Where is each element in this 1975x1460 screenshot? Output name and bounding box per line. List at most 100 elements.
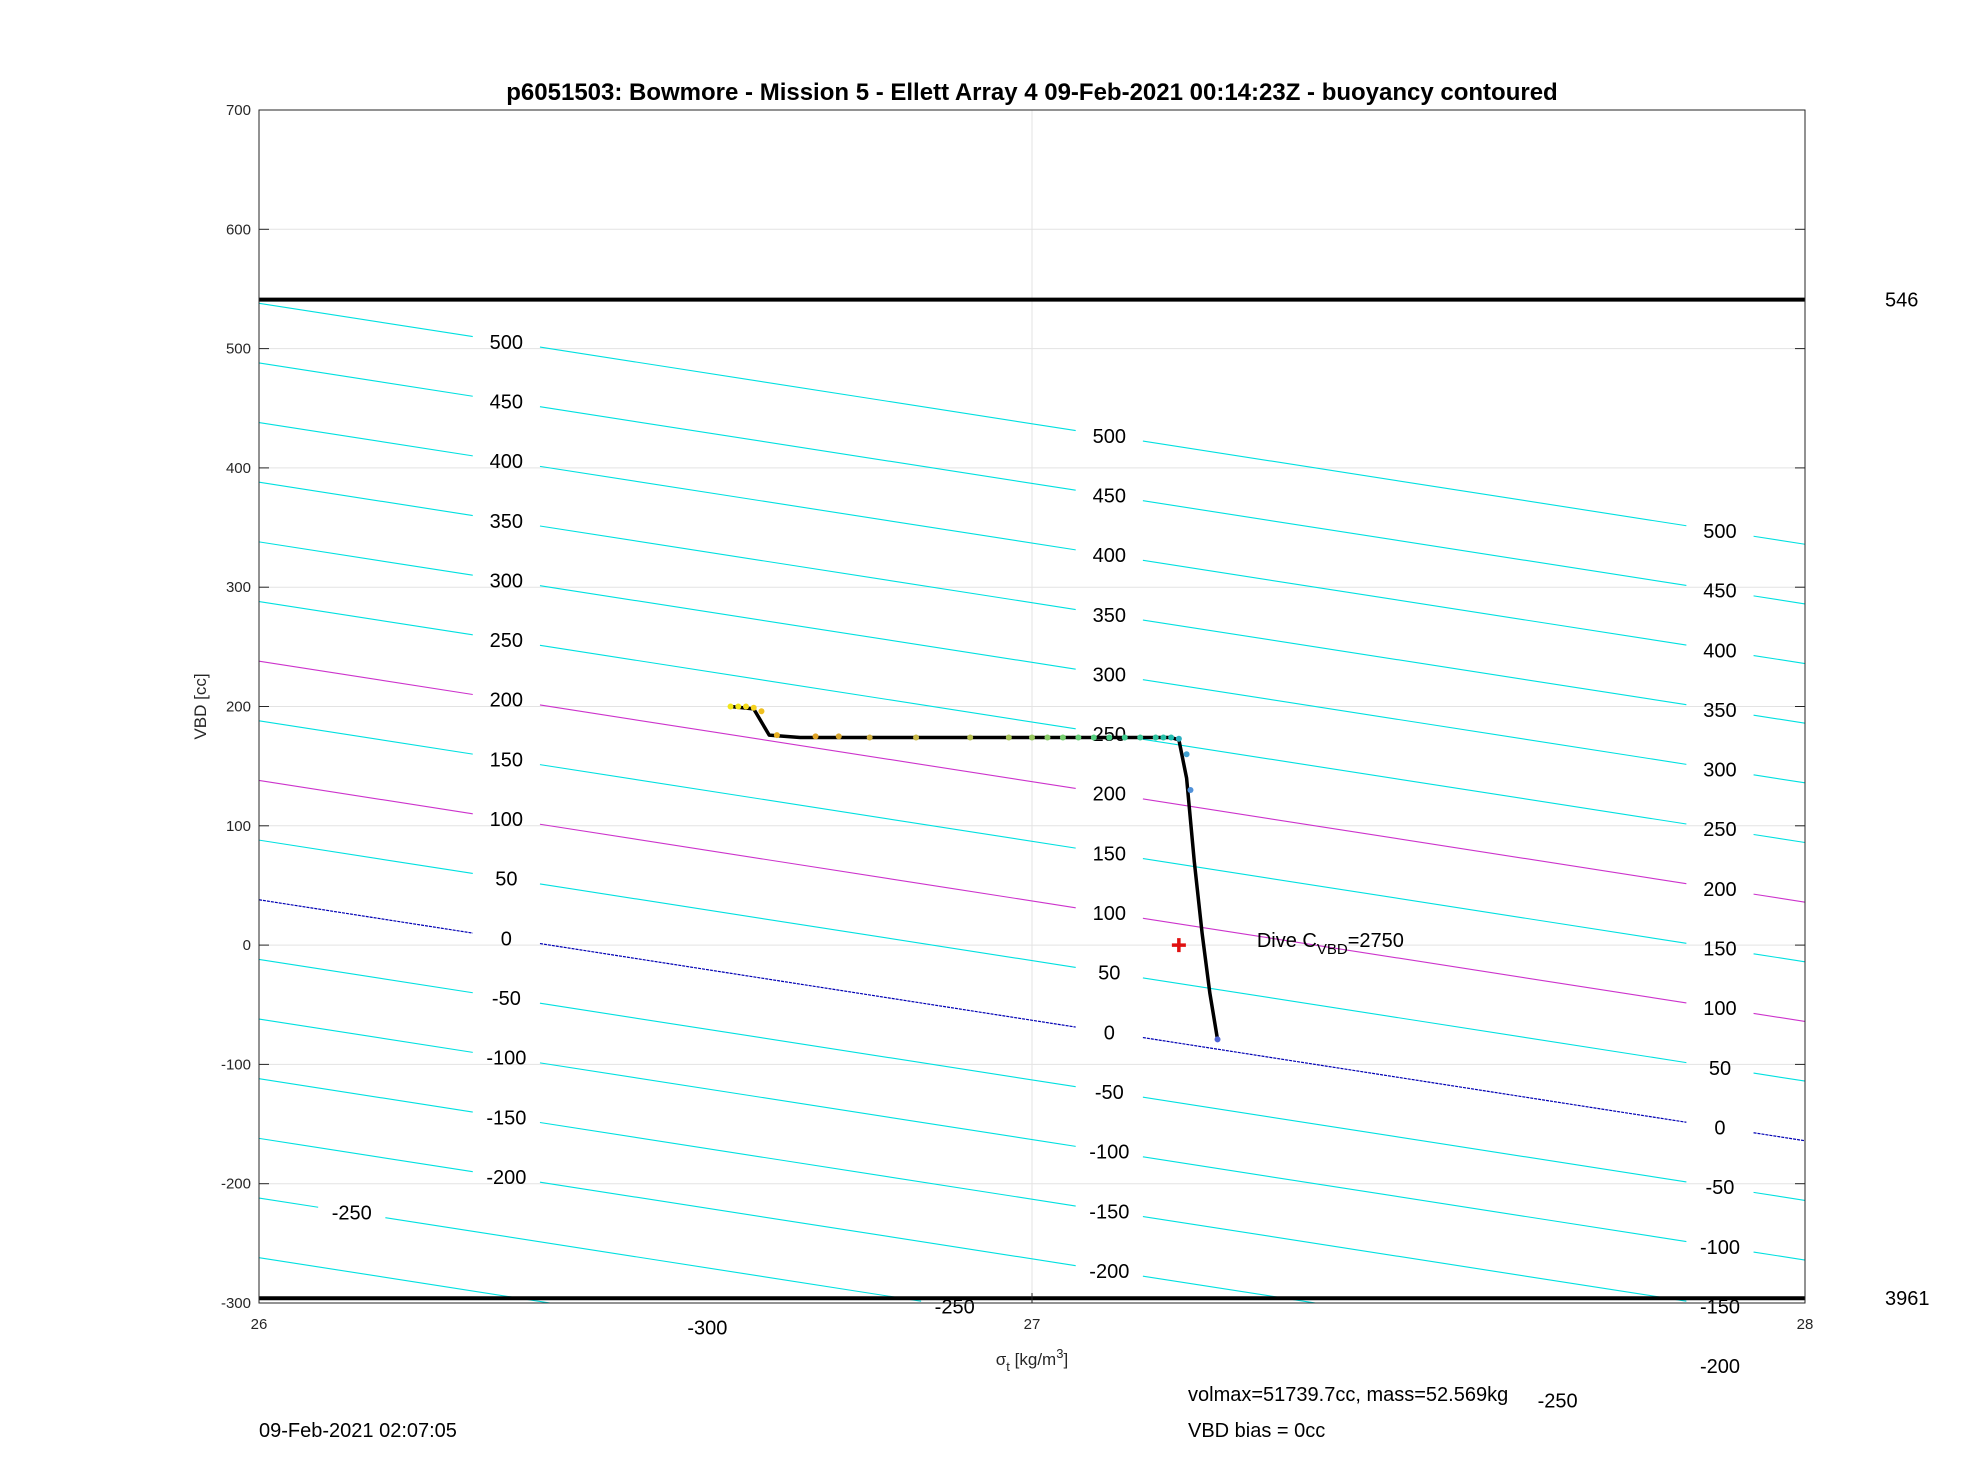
contour-label: -50 [1095,1082,1124,1104]
profile-sample-point [773,732,780,739]
contour-label: -100 [486,1048,526,1070]
profile-sample-point [1175,735,1182,742]
contour-line [1142,559,1687,646]
contour-line [1142,917,1687,1004]
contour-label: 300 [1703,760,1736,782]
x-axis-subscript: t [1006,1359,1010,1374]
x-axis-symbol: σ [996,1350,1007,1369]
contour-label: -150 [1700,1296,1740,1318]
contour-line [259,1257,554,1303]
profile-sample-point [1075,734,1082,741]
contour-line [1753,1251,1805,1261]
contour-line [259,600,473,636]
contour-line [259,1137,473,1173]
y-tick-label: 600 [226,221,251,238]
contour-label: -100 [1089,1142,1129,1164]
contour-label: 200 [490,690,523,712]
contour-label: 500 [490,332,523,354]
contour-label: 50 [495,869,517,891]
contour-label: -200 [1700,1356,1740,1378]
profile-sample-point [735,703,742,710]
contour-line [1142,1215,1687,1302]
contour-label: 250 [1703,819,1736,841]
contour-label: -150 [1089,1201,1129,1223]
contour-label: 300 [490,570,523,592]
contour-line [259,958,473,994]
x-tick-label: 27 [1024,1316,1041,1333]
contour-label: 400 [1703,640,1736,662]
profile-sample-point [1137,734,1144,741]
x-tick-label: 28 [1797,1316,1814,1333]
contour-line [539,942,1076,1028]
limit-line-label: 3961 [1885,1288,1930,1310]
contour-line [259,541,473,576]
contour-label: -200 [1089,1261,1129,1283]
contour-label: -50 [1706,1177,1735,1199]
dive-cvbd-label-main: Dive C [1257,930,1317,952]
profile-sample-point [727,703,734,710]
dive-cvbd-label-value: =2750 [1348,930,1404,952]
contour-line [259,1018,473,1053]
contour-line [1142,738,1687,825]
contour-label: 0 [501,928,512,950]
y-tick-label: 500 [226,341,251,358]
contour-label: 350 [1093,605,1126,627]
contour-line [1753,774,1805,784]
buoyancy-contours [259,302,1805,1303]
contour-label: 350 [490,511,523,533]
y-tick-label: 700 [226,102,251,119]
contour-label: 500 [1093,426,1126,448]
profile-sample-point [750,704,757,711]
contour-line [259,422,473,457]
contour-line [1142,440,1687,527]
profile-sample-point [913,734,920,741]
y-tick-label: -100 [221,1056,251,1073]
contour-line [1753,595,1805,605]
contour-label: 150 [490,749,523,771]
dive-cvbd-label-sub: VBD [1317,941,1348,958]
contour-line [1753,654,1805,665]
contour-line [539,585,1076,670]
contour-line [1753,1012,1805,1022]
profile-sample-point [742,703,749,710]
y-tick-label: -200 [221,1176,251,1193]
x-axis-label: σt [kg/m3] [996,1346,1068,1374]
x-axis-close: ] [1063,1350,1068,1369]
contour-line [259,1197,319,1208]
contour-line [259,899,473,934]
contour-label: 450 [1703,581,1736,603]
profile-sample-point [1160,734,1167,741]
contour-line [1142,977,1687,1064]
contour-line [539,883,1076,968]
y-tick-label: 100 [226,818,251,835]
contour-line [539,346,1076,432]
contour-label: -50 [492,988,521,1010]
contour-line [1753,893,1805,903]
profile-sample-point [1005,734,1012,741]
contour-line [1142,1156,1687,1243]
contour-label: 200 [1093,784,1126,806]
contour-line [1753,953,1805,963]
contour-line [1142,1096,1687,1183]
contour-line [385,1217,922,1302]
profile-sample-point [1183,751,1190,758]
x-axis-superscript: 3 [1056,1346,1063,1361]
footer-volmax-mass: volmax=51739.7cc, mass=52.569kg [1188,1384,1508,1406]
contour-line [259,362,473,397]
contour-label: 450 [490,391,523,413]
contour-line [539,525,1076,611]
contour-line [259,720,473,755]
contour-line [1753,1191,1805,1201]
contour-line [539,1002,1076,1088]
profile-sample-point [866,734,873,741]
contour-line [1142,1275,1319,1303]
contour-label: 400 [1093,545,1126,567]
contour-line [539,644,1076,730]
contour-label: -150 [486,1107,526,1129]
y-tick-label: 300 [226,579,251,596]
contour-line [259,839,473,874]
footer-vbd-bias: VBD bias = 0cc [1188,1420,1325,1442]
contour-line [1142,1036,1687,1123]
